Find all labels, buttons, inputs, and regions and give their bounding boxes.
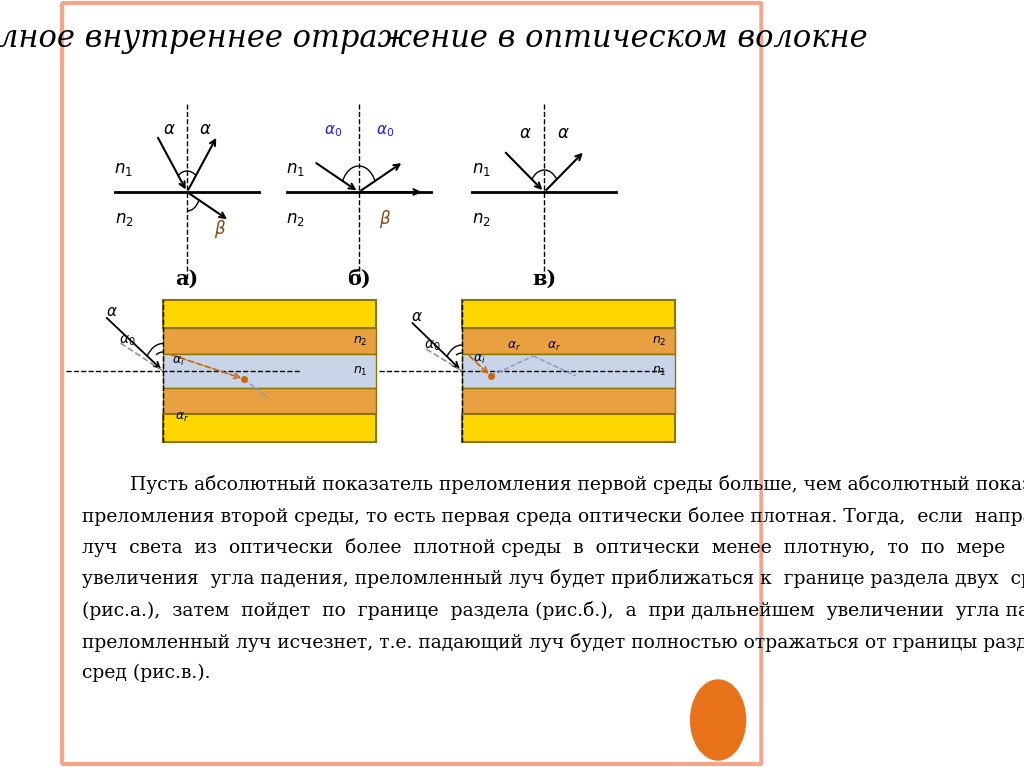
Text: преломления второй среды, то есть первая среда оптически более плотная. Тогда,  : преломления второй среды, то есть первая… [82, 506, 1024, 525]
Circle shape [690, 680, 745, 760]
Text: $\alpha_0$: $\alpha_0$ [376, 123, 394, 139]
Text: $\alpha_0$: $\alpha_0$ [424, 339, 440, 354]
Text: а): а) [175, 269, 199, 289]
Text: в): в) [532, 269, 556, 289]
Text: $\alpha_r$: $\alpha_r$ [175, 411, 189, 424]
Text: $\alpha_0$: $\alpha_0$ [324, 123, 342, 139]
Text: $n_1$: $n_1$ [115, 162, 133, 179]
Bar [163, 388, 376, 413]
Text: $\alpha$: $\alpha$ [412, 309, 423, 324]
Bar [462, 413, 675, 442]
Bar [163, 354, 376, 388]
Text: $n_2$: $n_2$ [652, 334, 667, 347]
Text: $\alpha_i$: $\alpha_i$ [473, 353, 486, 366]
Text: $\alpha$: $\alpha$ [557, 124, 570, 142]
Text: $\alpha_0$: $\alpha_0$ [119, 334, 135, 348]
Text: увеличения  угла падения, преломленный луч будет приближаться к  границе раздела: увеличения угла падения, преломленный лу… [82, 570, 1024, 588]
Text: $n_1$: $n_1$ [652, 364, 667, 377]
Text: сред (рис.в.).: сред (рис.в.). [82, 664, 211, 683]
Text: Полное внутреннее отражение в оптическом волокне: Полное внутреннее отражение в оптическом… [0, 24, 868, 54]
Text: $n_2$: $n_2$ [115, 212, 133, 229]
Text: $\alpha_i$: $\alpha_i$ [172, 355, 184, 368]
Bar [462, 354, 675, 388]
Text: $\alpha$: $\alpha$ [199, 120, 211, 138]
Text: б): б) [347, 269, 371, 289]
Bar [163, 328, 376, 354]
Text: $n_1$: $n_1$ [353, 364, 368, 377]
Text: (рис.а.),  затем  пойдет  по  границе  раздела (рис.б.),  а  при дальнейшем  уве: (рис.а.), затем пойдет по границе раздел… [82, 601, 1024, 620]
FancyBboxPatch shape [62, 3, 762, 764]
Text: $\alpha$: $\alpha$ [519, 124, 531, 142]
Bar [163, 300, 376, 328]
Text: $n_2$: $n_2$ [472, 212, 490, 229]
Text: $\beta$: $\beta$ [214, 218, 226, 240]
Text: Пусть абсолютный показатель преломления первой среды больше, чем абсолютный пока: Пусть абсолютный показатель преломления … [82, 475, 1024, 494]
Bar [163, 413, 376, 442]
Text: $n_1$: $n_1$ [286, 162, 305, 179]
Text: $\alpha$: $\alpha$ [163, 120, 175, 138]
Bar [462, 300, 675, 328]
Bar [462, 388, 675, 413]
Text: $n_2$: $n_2$ [353, 334, 368, 347]
Text: $\alpha$: $\alpha$ [105, 304, 118, 319]
Text: $\alpha_r$: $\alpha_r$ [547, 340, 561, 353]
Text: луч  света  из  оптически  более  плотной среды  в  оптически  менее  плотную,  : луч света из оптически более плотной сре… [82, 538, 1006, 557]
Text: $\beta$: $\beta$ [379, 208, 391, 230]
Text: преломленный луч исчезнет, т.е. падающий луч будет полностью отражаться от грани: преломленный луч исчезнет, т.е. падающий… [82, 633, 1024, 651]
Text: $\alpha_r$: $\alpha_r$ [507, 340, 521, 353]
Text: $n_1$: $n_1$ [472, 162, 490, 179]
Text: $n_2$: $n_2$ [287, 212, 305, 229]
Bar [462, 328, 675, 354]
